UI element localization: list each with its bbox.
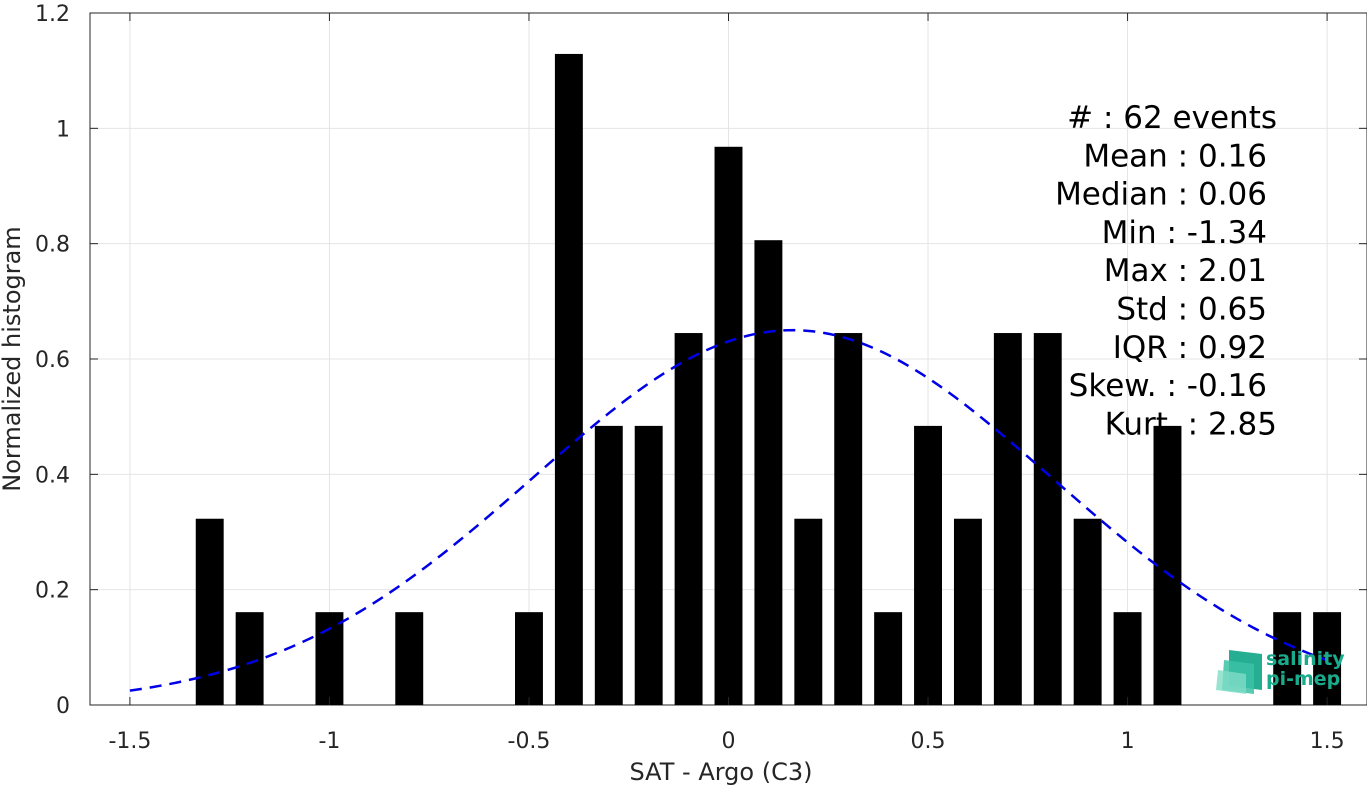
- x-tick-label-0: -1.5: [108, 729, 151, 754]
- y-tick-label-2: 0.4: [35, 463, 70, 488]
- x-axis-label: SAT - Argo (C3): [630, 758, 813, 786]
- histogram-bar-17: [1033, 333, 1062, 705]
- stats-line-3: Min : -1.34: [1102, 215, 1267, 251]
- normal-fit-curve: [129, 328, 1328, 692]
- stats-line-5: Std : 0.65: [1116, 292, 1267, 328]
- x-tick-label-2: -0.5: [508, 729, 551, 754]
- stats-line-6: IQR : 0.92: [1113, 330, 1267, 366]
- histogram-bar-14: [914, 425, 942, 705]
- histogram-bar-6: [594, 425, 623, 705]
- histogram-bar-22: [1313, 612, 1342, 705]
- histogram-bar-19: [1113, 612, 1142, 705]
- logo-line2: pi-mep: [1266, 668, 1340, 690]
- histogram-bar-16: [993, 333, 1022, 705]
- stats-line-8: Kurt. : 2.85: [1105, 406, 1277, 442]
- histogram-bar-21: [1273, 612, 1302, 705]
- y-tick-label-5: 1: [56, 117, 70, 142]
- stats-line-7: Skew. : -0.16: [1069, 368, 1267, 404]
- y-tick-label-4: 0.8: [35, 233, 70, 258]
- histogram-bar-9: [714, 146, 743, 705]
- histogram-bar-11: [794, 518, 823, 705]
- y-tick-label-3: 0.6: [35, 348, 70, 373]
- stats-line-4: Max : 2.01: [1104, 253, 1267, 289]
- y-tick-label-0: 0: [56, 694, 70, 719]
- salinity-pimep-logo: salinity pi-mep: [1216, 648, 1345, 694]
- histogram-bar-8: [674, 333, 703, 705]
- y-axis-label: Normalized histogram: [0, 226, 26, 491]
- normal-fit-line: [129, 328, 1328, 692]
- histogram-bar-15: [953, 518, 982, 705]
- x-tick-label-5: 1: [1121, 729, 1135, 754]
- histogram-bar-10: [754, 240, 783, 705]
- histogram-bars: [195, 53, 1342, 705]
- histogram-bar-12: [834, 333, 863, 705]
- x-tick-label-6: 1.5: [1310, 729, 1345, 754]
- stats-line-2: Median : 0.06: [1055, 177, 1267, 213]
- x-tick-label-4: 0.5: [911, 729, 946, 754]
- y-tick-label-1: 0.2: [35, 579, 70, 604]
- histogram-bar-5: [554, 53, 583, 705]
- histogram-bar-13: [874, 612, 903, 705]
- x-tick-label-1: -1: [318, 729, 340, 754]
- axis-ticks: -1.5 -1 -0.5 0 0.5 1 1.5 0 0.2 0.4 0.6 0.8 1 1.2: [35, 2, 1367, 754]
- histogram-bar-2: [315, 612, 344, 705]
- y-tick-label-6: 1.2: [35, 2, 70, 27]
- histogram-bar-4: [515, 612, 543, 705]
- histogram-bar-3: [395, 612, 424, 705]
- histogram-bar-7: [634, 425, 663, 705]
- stats-line-0: # : 62 events: [1067, 100, 1277, 136]
- logo-wave-icon: [1216, 650, 1262, 694]
- histogram-bar-1: [235, 612, 264, 705]
- logo-line1: salinity: [1266, 648, 1345, 670]
- histogram-bar-18: [1073, 518, 1102, 705]
- stats-line-1: Mean : 0.16: [1083, 138, 1267, 174]
- x-tick-label-3: 0: [722, 729, 736, 754]
